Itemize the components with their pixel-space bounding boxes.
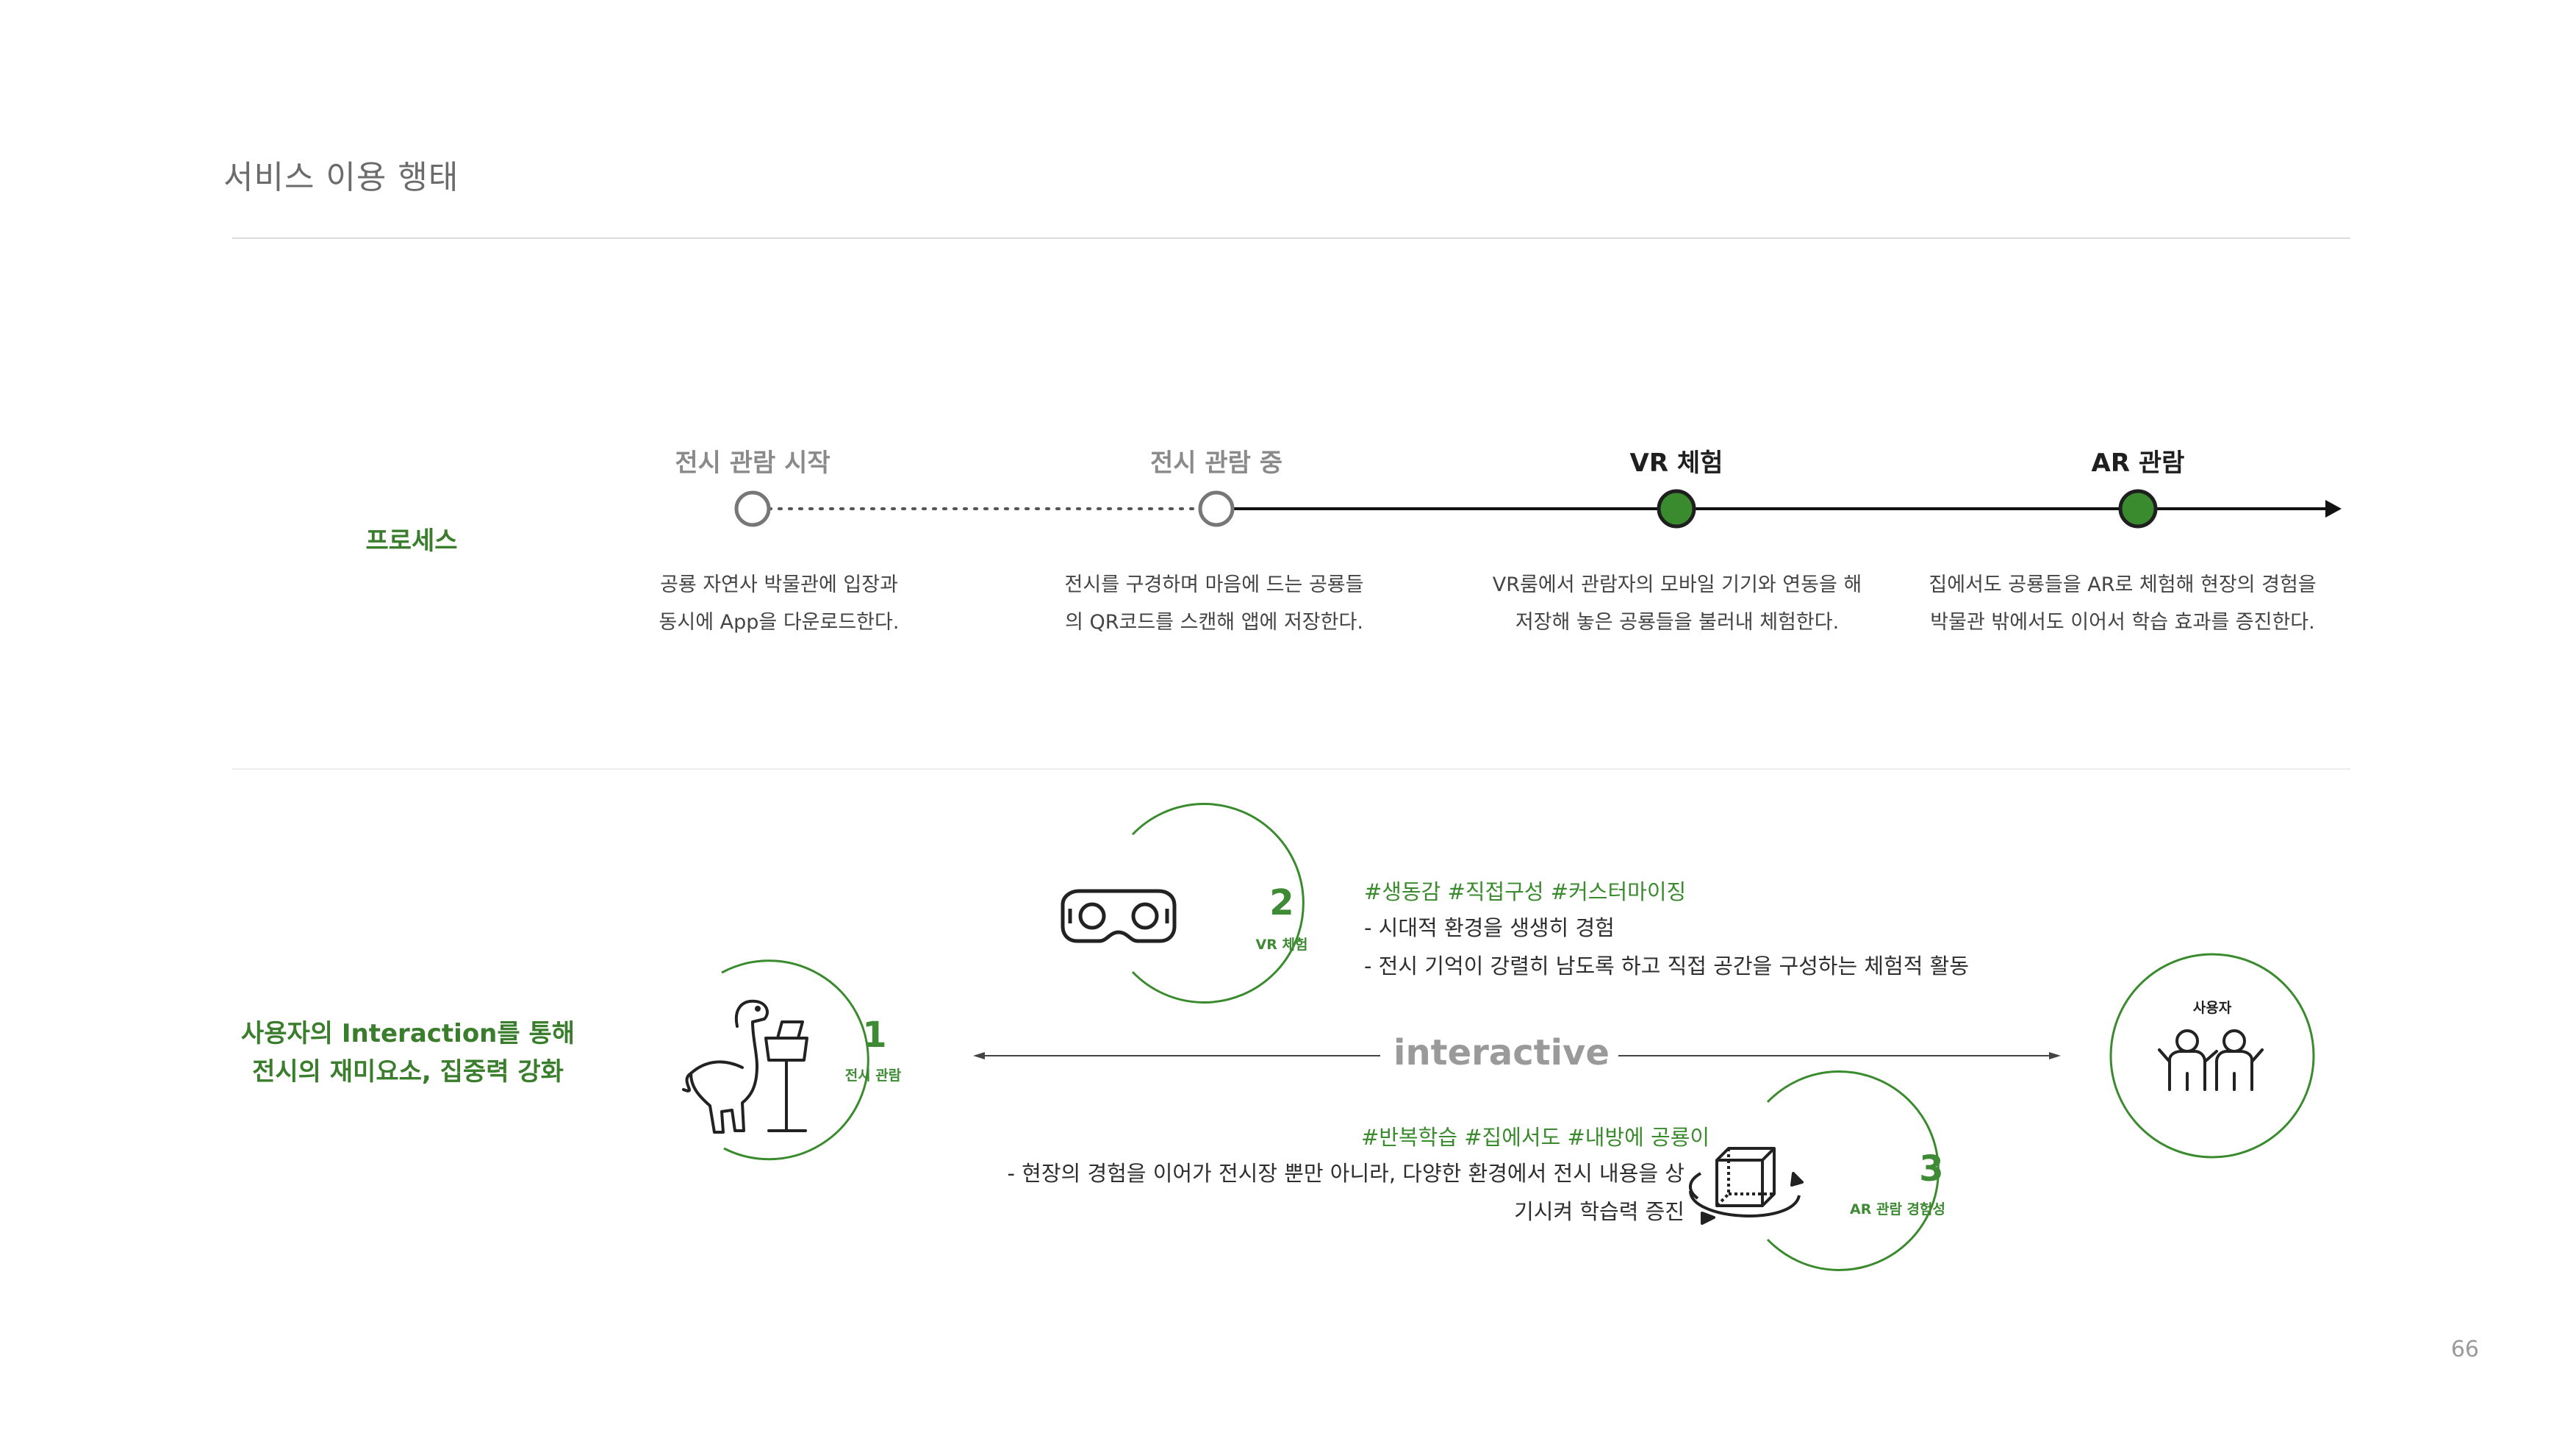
step-3-ring: [1766, 1070, 1940, 1271]
step-3-number: 3: [1919, 1148, 1944, 1190]
process-label: 프로세스: [365, 526, 458, 556]
right-arrowhead: [2049, 1052, 2061, 1059]
stage-title-3: VR 체험: [1629, 448, 1723, 478]
interaction-label: 사용자의 Interaction를 통해 전시의 재미요소, 집중력 강화: [240, 1019, 575, 1087]
stage-desc-4: 집에서도 공룡들을 AR로 체험해 현장의 경험을 박물관 밖에서도 이어서 학습…: [1929, 573, 2317, 634]
user-ring: [2109, 953, 2315, 1159]
stage-title-1: 전시 관람 시작: [675, 448, 830, 478]
timeline-arrowhead: [2325, 500, 2342, 518]
step-1-ring: [721, 959, 869, 1161]
stage-title-4: AR 관람: [2091, 448, 2185, 478]
stage-desc-3: VR룸에서 관람자의 모바일 기기와 연동을 해 저장해 놓은 공룡들을 불러내 …: [1492, 573, 1862, 634]
process-timeline: [734, 489, 2342, 529]
stage-node-2: [1198, 490, 1235, 527]
vr-points: - 시대적 환경을 생생히 경험 - 전시 기억이 강렬히 남도록 하고 직접 …: [1364, 915, 1970, 979]
stage-node-3: [1657, 489, 1696, 529]
section-divider: [232, 768, 2350, 770]
ar-tags: #반복학습 #집에서도 #내방에 공룡이: [1361, 1125, 1710, 1150]
interactive-label: interactive: [1385, 1032, 1618, 1073]
step-2-ring: [1131, 803, 1305, 1004]
ar-cube-icon: [1689, 1147, 1804, 1225]
stage-node-4: [2118, 489, 2158, 529]
vr-headset-icon: [1061, 889, 1177, 943]
stage-desc-1: 공룡 자연사 박물관에 입장과 동시에 App을 다운로드한다.: [659, 573, 900, 634]
dinosaur-kiosk-icon: [682, 999, 808, 1134]
step-2-number: 2: [1269, 882, 1294, 923]
step-1-label: 전시 관람: [844, 1067, 902, 1084]
left-arrowhead: [973, 1052, 985, 1059]
step-2-label: VR 체험: [1255, 937, 1308, 953]
step-1-number: 1: [862, 1015, 887, 1056]
page-number: 66: [2450, 1337, 2479, 1362]
interaction-diagram: [682, 803, 2315, 1271]
stage-title-2: 전시 관람 중: [1149, 448, 1283, 478]
step-3-label: AR 관람 경험성: [1850, 1201, 1945, 1217]
stage-desc-2: 전시를 구경하며 마음에 드는 공룡들 의 QR코드를 스캔해 앱에 저장한다.: [1064, 573, 1364, 634]
page-title: 서비스 이용 행태: [223, 159, 459, 196]
ar-points: - 현장의 경험을 이어가 전시장 뿐만 아니라, 다양한 환경에서 전시 내용…: [1007, 1161, 1685, 1224]
stage-node-1: [734, 490, 771, 527]
header-divider: [232, 237, 2350, 239]
vr-tags: #생동감 #직접구성 #커스터마이징: [1364, 879, 1687, 904]
users-icon: [2158, 1029, 2264, 1091]
user-label: 사용자: [2192, 1000, 2232, 1016]
